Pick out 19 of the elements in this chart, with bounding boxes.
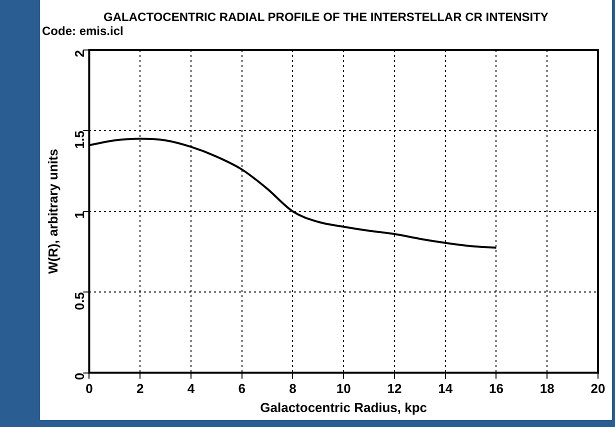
x-tick-label: 6 (238, 381, 246, 396)
x-tick-label: 4 (187, 381, 196, 396)
chart-title: GALACTOCENTRIC RADIAL PROFILE OF THE INTERSTELLAR CR INTENSITY (102, 10, 550, 24)
y-tick-label: 2 (72, 50, 87, 58)
x-axis-title: Galactocentric Radius, kpc (260, 400, 428, 415)
y-tick-label: 0 (72, 372, 87, 380)
x-tick-label: 10 (336, 381, 351, 396)
x-tick-label: 16 (489, 381, 504, 396)
y-tick-label: 1.5 (72, 130, 87, 149)
y-tick-label: 0.5 (72, 292, 87, 310)
x-tick-label: 14 (438, 381, 454, 396)
x-tick-label: 20 (590, 381, 606, 396)
text: Code: emis.icl (42, 24, 124, 38)
y-axis-title: W(R), arbitrary units (45, 148, 60, 274)
y-tick-label: 1 (72, 211, 87, 219)
x-tick-label: 12 (387, 381, 402, 396)
x-tick-label: 18 (540, 381, 554, 396)
x-tick-label: 2 (136, 381, 144, 396)
x-tick-label: 8 (289, 381, 296, 396)
